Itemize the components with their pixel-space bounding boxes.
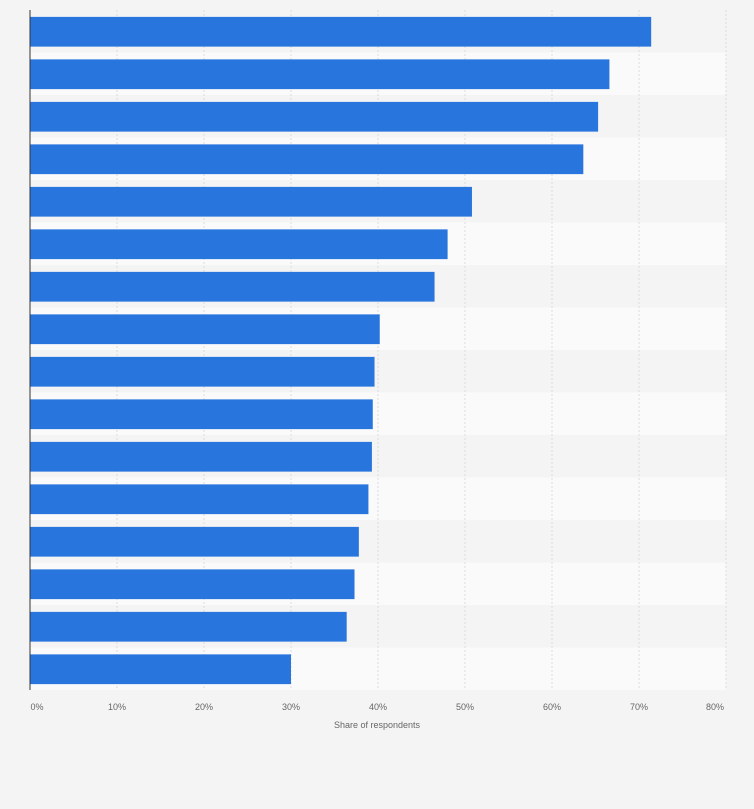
bar[interactable] xyxy=(30,16,652,47)
bar[interactable] xyxy=(30,399,373,430)
x-tick-label: 30% xyxy=(282,702,300,712)
bar[interactable] xyxy=(30,611,347,642)
bar[interactable] xyxy=(30,144,584,175)
x-axis-title: Share of respondents xyxy=(334,720,421,730)
bar[interactable] xyxy=(30,186,472,217)
x-tick-label: 60% xyxy=(543,702,561,712)
x-tick-label: 80% xyxy=(706,702,724,712)
bar[interactable] xyxy=(30,229,448,260)
x-tick-labels: 0% 10% 20% 30% 40% 50% 60% 70% 80% xyxy=(30,702,724,712)
bar[interactable] xyxy=(30,101,599,132)
bars xyxy=(30,16,652,685)
x-tick-label: 0% xyxy=(30,702,43,712)
bar[interactable] xyxy=(30,314,380,345)
bar[interactable] xyxy=(30,484,369,515)
x-tick-label: 50% xyxy=(456,702,474,712)
bar[interactable] xyxy=(30,441,372,472)
x-tick-label: 10% xyxy=(108,702,126,712)
bar[interactable] xyxy=(30,271,435,302)
bar[interactable] xyxy=(30,59,610,90)
x-tick-label: 20% xyxy=(195,702,213,712)
bar[interactable] xyxy=(30,526,359,557)
bar[interactable] xyxy=(30,356,375,387)
x-tick-label: 40% xyxy=(369,702,387,712)
bar[interactable] xyxy=(30,654,291,685)
x-tick-label: 70% xyxy=(630,702,648,712)
bar[interactable] xyxy=(30,569,355,600)
